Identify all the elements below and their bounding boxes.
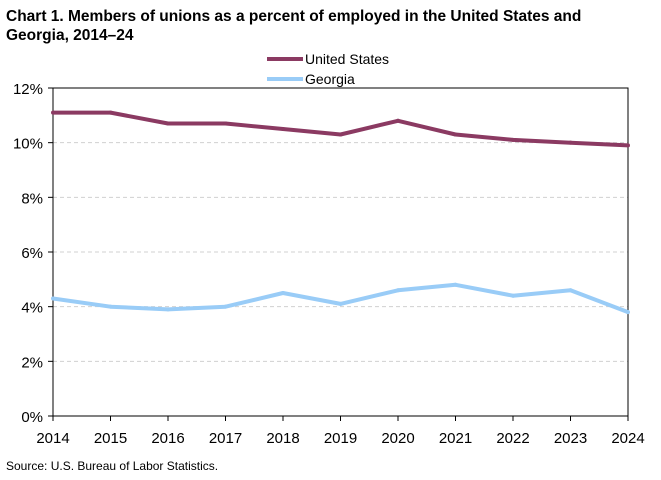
x-tick-label: 2020 bbox=[381, 430, 414, 447]
data-point-georgia bbox=[511, 293, 515, 298]
data-point-georgia bbox=[396, 288, 400, 293]
data-point-united-states bbox=[223, 121, 228, 126]
data-point-georgia bbox=[568, 288, 573, 293]
x-tick-label: 2019 bbox=[324, 430, 357, 447]
data-point-georgia bbox=[166, 307, 170, 312]
legend-label-united-states: United States bbox=[305, 51, 389, 67]
chart-title-line-2: Georgia, 2014–24 bbox=[6, 27, 134, 44]
data-point-united-states bbox=[281, 127, 285, 131]
series-line-united-states bbox=[53, 110, 629, 148]
data-point-georgia bbox=[626, 310, 630, 315]
data-point-united-states bbox=[51, 110, 55, 115]
data-point-georgia bbox=[338, 301, 343, 306]
data-point-georgia bbox=[51, 296, 55, 301]
data-point-georgia bbox=[453, 282, 458, 287]
x-tick-label: 2015 bbox=[94, 430, 127, 447]
x-tick-label: 2023 bbox=[554, 430, 587, 447]
data-point-georgia bbox=[108, 304, 113, 309]
chart-title: Chart 1. Members of unions as a percent … bbox=[6, 7, 646, 45]
data-point-united-states bbox=[511, 137, 515, 142]
x-tick-label: 2018 bbox=[266, 430, 299, 447]
series-line-georgia bbox=[52, 282, 629, 314]
x-tick-label: 2016 bbox=[151, 430, 184, 447]
y-tick-label: 0% bbox=[21, 409, 43, 426]
data-point-united-states bbox=[396, 118, 400, 123]
data-point-georgia bbox=[281, 291, 285, 295]
x-tick-label: 2022 bbox=[496, 430, 529, 447]
chart-title-line-1: Chart 1. Members of unions as a percent … bbox=[6, 8, 582, 25]
y-tick-label: 12% bbox=[13, 81, 43, 98]
legend-label-georgia: Georgia bbox=[305, 71, 355, 87]
data-point-united-states bbox=[626, 143, 630, 148]
y-tick-label: 10% bbox=[13, 136, 43, 153]
x-tick-label: 2024 bbox=[611, 430, 644, 447]
source-note: Source: U.S. Bureau of Labor Statistics. bbox=[6, 459, 219, 473]
y-tick-label: 6% bbox=[21, 245, 43, 262]
data-point-united-states bbox=[166, 121, 170, 126]
data-point-united-states bbox=[338, 132, 343, 137]
data-point-united-states bbox=[108, 110, 113, 115]
data-point-united-states bbox=[568, 140, 573, 145]
y-tick-label: 8% bbox=[21, 190, 43, 207]
y-tick-label: 4% bbox=[21, 300, 43, 317]
x-tick-label: 2021 bbox=[439, 430, 472, 447]
x-tick-label: 2017 bbox=[209, 430, 242, 447]
y-tick-label: 2% bbox=[21, 354, 43, 371]
data-point-united-states bbox=[453, 132, 458, 137]
data-point-georgia bbox=[223, 304, 228, 309]
x-tick-label: 2014 bbox=[36, 430, 69, 447]
